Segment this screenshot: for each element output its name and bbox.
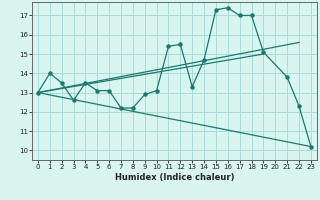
X-axis label: Humidex (Indice chaleur): Humidex (Indice chaleur) (115, 173, 234, 182)
